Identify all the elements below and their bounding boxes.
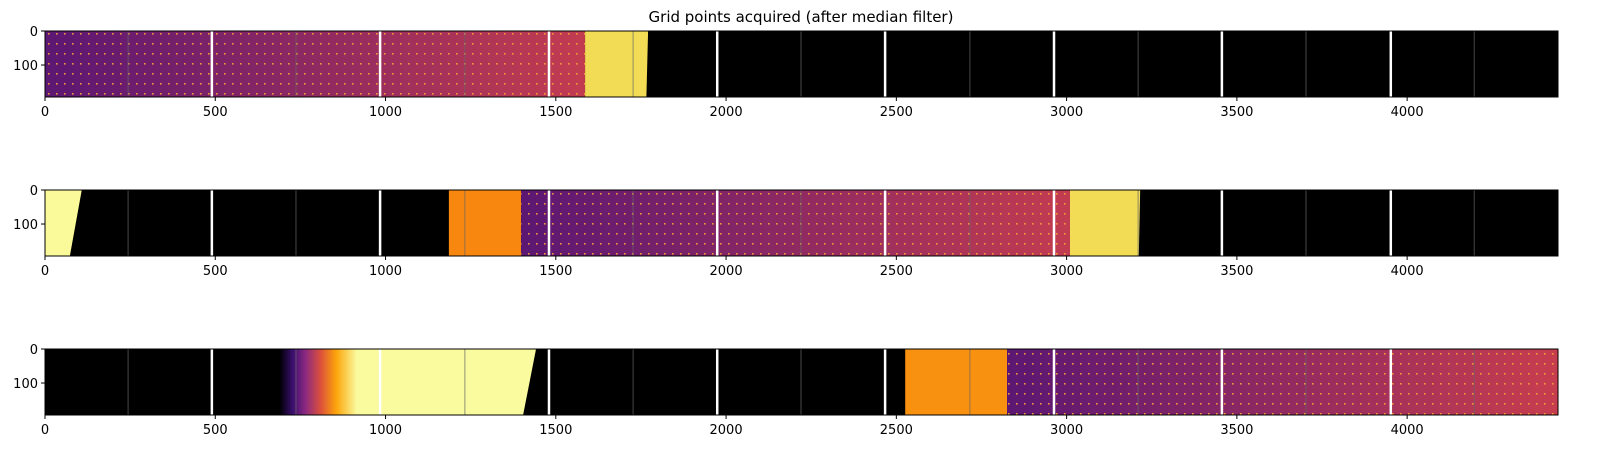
y-tick-label: 0 xyxy=(30,343,38,358)
panel-3: 0 500 1000 1500 2000 2500 3000 3500 4000 0 100 xyxy=(13,343,1559,438)
axes-frame xyxy=(44,348,1559,416)
x-tick-label: 4000 xyxy=(1391,105,1424,120)
x-tick-label: 3000 xyxy=(1050,105,1083,120)
x-tick-label: 3500 xyxy=(1220,423,1253,438)
x-tick-label: 1000 xyxy=(369,423,402,438)
x-tick-label: 2000 xyxy=(710,264,743,279)
y-tick-label: 100 xyxy=(13,59,38,74)
x-tick-label: 2500 xyxy=(880,423,913,438)
region-fade xyxy=(279,349,537,415)
grid-points xyxy=(1007,349,1558,415)
axes-frame xyxy=(44,30,1559,98)
x-tick-label: 1500 xyxy=(539,264,572,279)
region-solid xyxy=(648,31,1558,97)
x-tick-label: 4000 xyxy=(1391,423,1424,438)
panel-1: 0 500 1000 1500 2000 2500 3000 3500 4000 0 100 xyxy=(13,25,1559,120)
x-tick-label: 500 xyxy=(203,264,228,279)
x-tick-label: 1000 xyxy=(369,105,402,120)
x-tick-label: 0 xyxy=(41,264,49,279)
x-tick-label: 0 xyxy=(41,105,49,120)
y-tick-label: 100 xyxy=(13,377,38,392)
x-tick-label: 1500 xyxy=(539,105,572,120)
x-tick-label: 2500 xyxy=(880,264,913,279)
x-tick-label: 1500 xyxy=(539,423,572,438)
region-solid xyxy=(45,190,82,256)
grid-points xyxy=(45,31,586,97)
axes-frame xyxy=(44,189,1559,257)
y-tick-label: 0 xyxy=(30,25,38,40)
x-tick-label: 2500 xyxy=(880,105,913,120)
x-tick-label: 4000 xyxy=(1391,264,1424,279)
x-tick-label: 0 xyxy=(41,423,49,438)
region-solid xyxy=(1070,190,1141,256)
chart-title: Grid points acquired (after median filte… xyxy=(649,8,954,26)
y-tick-label: 100 xyxy=(13,218,38,233)
region-solid xyxy=(448,190,522,256)
region-solid xyxy=(905,349,1008,415)
y-tick-label: 0 xyxy=(30,184,38,199)
panel-2: 0 500 1000 1500 2000 2500 3000 3500 4000 0 100 xyxy=(13,184,1559,279)
grid-points xyxy=(521,190,1071,256)
x-tick-label: 3000 xyxy=(1050,264,1083,279)
x-tick-label: 1000 xyxy=(369,264,402,279)
x-tick-label: 3000 xyxy=(1050,423,1083,438)
x-tick-label: 3500 xyxy=(1220,264,1253,279)
x-tick-label: 3500 xyxy=(1220,105,1253,120)
region-solid xyxy=(585,31,649,97)
x-tick-label: 500 xyxy=(203,105,228,120)
x-tick-label: 2000 xyxy=(710,105,743,120)
x-tick-label: 2000 xyxy=(710,423,743,438)
x-tick-label: 500 xyxy=(203,423,228,438)
